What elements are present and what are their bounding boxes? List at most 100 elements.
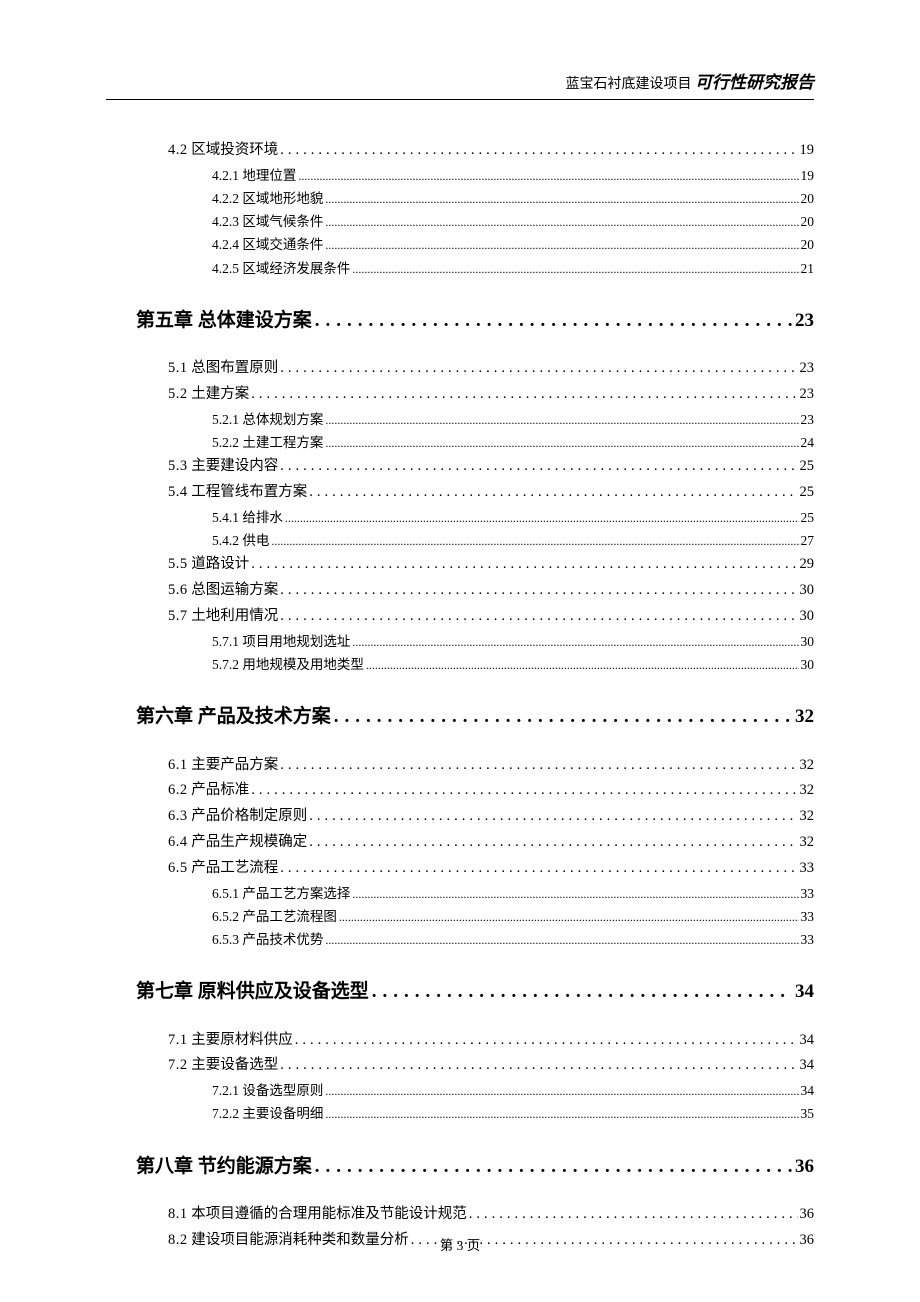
- toc-leader-dots: ........................................…: [280, 454, 797, 480]
- toc-entry: 5.1 总图布置原则..............................…: [168, 356, 814, 382]
- toc-entry: 6.1 主要产品方案..............................…: [168, 753, 814, 779]
- toc-leader-dots: ........................................…: [352, 884, 798, 905]
- toc-entry: 6.5 产品工艺流程..............................…: [168, 856, 814, 882]
- toc-entry: 6.2 产品标准................................…: [168, 778, 814, 804]
- toc-entry-page: 32: [800, 778, 815, 804]
- toc-entry-page: 24: [801, 431, 815, 454]
- toc-leader-dots: ........................................…: [339, 907, 799, 928]
- toc-entry-page: 33: [801, 882, 815, 905]
- toc-entry: 5.5 道路设计................................…: [168, 552, 814, 578]
- toc-entry-page: 34: [800, 1053, 815, 1079]
- toc-leader-dots: ........................................…: [352, 259, 798, 280]
- toc-leader-dots: ........................................…: [251, 778, 797, 804]
- toc-entry-title: 第八章 节约能源方案: [136, 1152, 312, 1182]
- toc-entry: 5.3 主要建设内容..............................…: [168, 454, 814, 480]
- toc-entry-page: 30: [800, 578, 815, 604]
- toc-entry-page: 20: [801, 233, 815, 256]
- toc-entry-page: 25: [800, 480, 815, 506]
- toc-entry-title: 6.2 产品标准: [168, 778, 249, 804]
- toc-entry-page: 20: [801, 210, 815, 233]
- toc-entry: 5.7 土地利用情况..............................…: [168, 604, 814, 630]
- toc-entry-title: 7.1 主要原材料供应: [168, 1028, 293, 1054]
- toc-entry: 4.2.3 区域气候条件............................…: [212, 210, 814, 233]
- toc-leader-dots: ........................................…: [280, 356, 797, 382]
- toc-entry-title: 4.2.1 地理位置: [212, 164, 296, 187]
- toc-entry: 5.7.1 项目用地规划选址..........................…: [212, 630, 814, 653]
- toc-leader-dots: ........................................…: [280, 856, 797, 882]
- toc-leader-dots: ........................................…: [280, 1053, 797, 1079]
- toc-entry-page: 19: [800, 138, 815, 164]
- toc-entry-title: 第七章 原料供应及设备选型: [136, 977, 369, 1007]
- toc-leader-dots: ........................................…: [325, 410, 798, 431]
- toc-entry: 7.2 主要设备选型..............................…: [168, 1053, 814, 1079]
- toc-entry-title: 4.2.4 区域交通条件: [212, 233, 323, 256]
- toc-entry: 第八章 节约能源方案..............................…: [136, 1152, 814, 1182]
- toc-entry-title: 6.3 产品价格制定原则: [168, 804, 307, 830]
- toc-entry-page: 25: [801, 506, 815, 529]
- toc-entry-page: 27: [801, 529, 815, 552]
- toc-entry-title: 6.5.1 产品工艺方案选择: [212, 882, 350, 905]
- toc-leader-dots: ........................................…: [325, 235, 798, 256]
- toc-leader-dots: ........................................…: [315, 1152, 792, 1182]
- toc-entry-title: 6.5 产品工艺流程: [168, 856, 278, 882]
- toc-entry-title: 第六章 产品及技术方案: [136, 702, 331, 732]
- toc-entry: 4.2.4 区域交通条件............................…: [212, 233, 814, 256]
- toc-entry-page: 30: [800, 604, 815, 630]
- toc-leader-dots: ........................................…: [325, 189, 798, 210]
- toc-leader-dots: ........................................…: [334, 702, 792, 732]
- toc-entry: 6.4 产品生产规模确定............................…: [168, 830, 814, 856]
- toc-entry: 5.2.1 总体规划方案............................…: [212, 408, 814, 431]
- toc-entry: 6.3 产品价格制定原则............................…: [168, 804, 814, 830]
- toc-entry: 5.2 土建方案................................…: [168, 382, 814, 408]
- toc-entry-page: 25: [800, 454, 815, 480]
- toc-entry: 4.2.2 区域地形地貌............................…: [212, 187, 814, 210]
- toc-entry-title: 6.1 主要产品方案: [168, 753, 278, 779]
- toc-leader-dots: ........................................…: [280, 753, 797, 779]
- toc-entry-title: 4.2.2 区域地形地貌: [212, 187, 323, 210]
- toc-entry-title: 5.7.2 用地规模及用地类型: [212, 653, 364, 676]
- toc-leader-dots: ........................................…: [309, 830, 797, 856]
- toc-entry: 6.5.1 产品工艺方案选择..........................…: [212, 882, 814, 905]
- toc-entry-title: 6.4 产品生产规模确定: [168, 830, 307, 856]
- page-footer: 第 3 页: [0, 1234, 920, 1254]
- toc-leader-dots: ........................................…: [366, 655, 799, 676]
- toc-leader-dots: ........................................…: [325, 1081, 798, 1102]
- toc-entry-page: 33: [801, 905, 815, 928]
- toc-leader-dots: ........................................…: [309, 480, 797, 506]
- toc-entry: 5.7.2 用地规模及用地类型.........................…: [212, 653, 814, 676]
- toc-entry-title: 6.5.3 产品技术优势: [212, 928, 323, 951]
- table-of-contents: 4.2 区域投资环境..............................…: [106, 138, 814, 1254]
- toc-entry-title: 5.2.1 总体规划方案: [212, 408, 323, 431]
- toc-entry: 5.4.1 给排水...............................…: [212, 506, 814, 529]
- toc-entry-page: 29: [800, 552, 815, 578]
- toc-entry-page: 21: [801, 257, 815, 280]
- toc-entry: 4.2.1 地理位置..............................…: [212, 164, 814, 187]
- toc-leader-dots: ........................................…: [298, 166, 798, 187]
- toc-leader-dots: ........................................…: [325, 433, 798, 454]
- toc-entry: 7.2.1 设备选型原则............................…: [212, 1079, 814, 1102]
- toc-leader-dots: ........................................…: [251, 552, 797, 578]
- toc-entry-page: 20: [801, 187, 815, 210]
- toc-entry-title: 7.2.1 设备选型原则: [212, 1079, 323, 1102]
- toc-entry-page: 23: [795, 306, 814, 336]
- toc-leader-dots: ........................................…: [325, 930, 798, 951]
- toc-entry-page: 32: [800, 804, 815, 830]
- toc-entry-title: 5.6 总图运输方案: [168, 578, 278, 604]
- toc-entry-page: 36: [800, 1202, 815, 1228]
- toc-entry-title: 4.2.5 区域经济发展条件: [212, 257, 350, 280]
- toc-entry-page: 32: [800, 830, 815, 856]
- header-project: 蓝宝石衬底建设项目: [566, 77, 692, 92]
- toc-entry-title: 5.7 土地利用情况: [168, 604, 278, 630]
- toc-entry-page: 23: [801, 408, 815, 431]
- toc-entry-title: 5.4 工程管线布置方案: [168, 480, 307, 506]
- toc-entry: 5.6 总图运输方案..............................…: [168, 578, 814, 604]
- page-number: 第 3 页: [440, 1238, 481, 1253]
- toc-entry: 6.5.2 产品工艺流程图...........................…: [212, 905, 814, 928]
- toc-entry-title: 5.3 主要建设内容: [168, 454, 278, 480]
- toc-entry-title: 5.5 道路设计: [168, 552, 249, 578]
- toc-entry: 第七章 原料供应及设备选型...........................…: [136, 977, 814, 1007]
- toc-leader-dots: ........................................…: [280, 578, 797, 604]
- toc-leader-dots: ........................................…: [280, 138, 797, 164]
- toc-entry-title: 4.2.3 区域气候条件: [212, 210, 323, 233]
- toc-leader-dots: ........................................…: [325, 1104, 798, 1125]
